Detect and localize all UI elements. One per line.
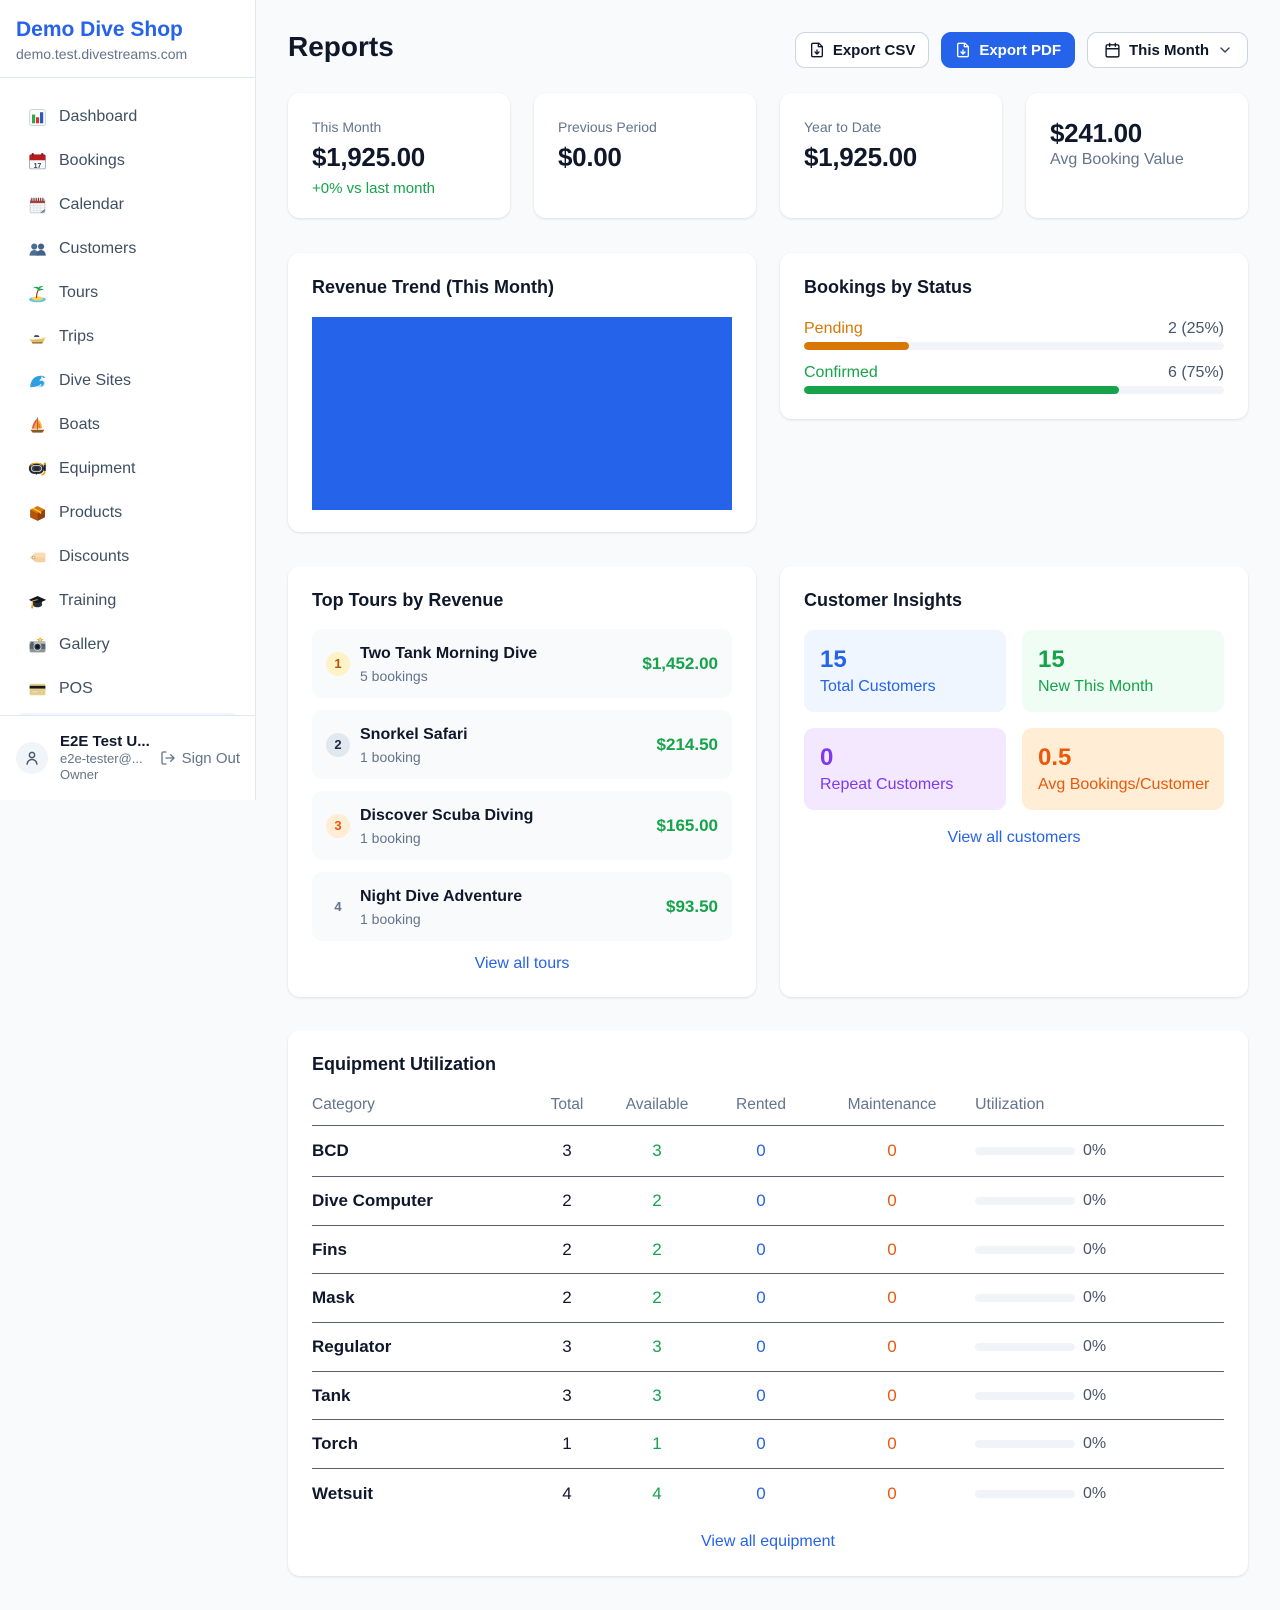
svg-text:17: 17 (34, 162, 42, 169)
